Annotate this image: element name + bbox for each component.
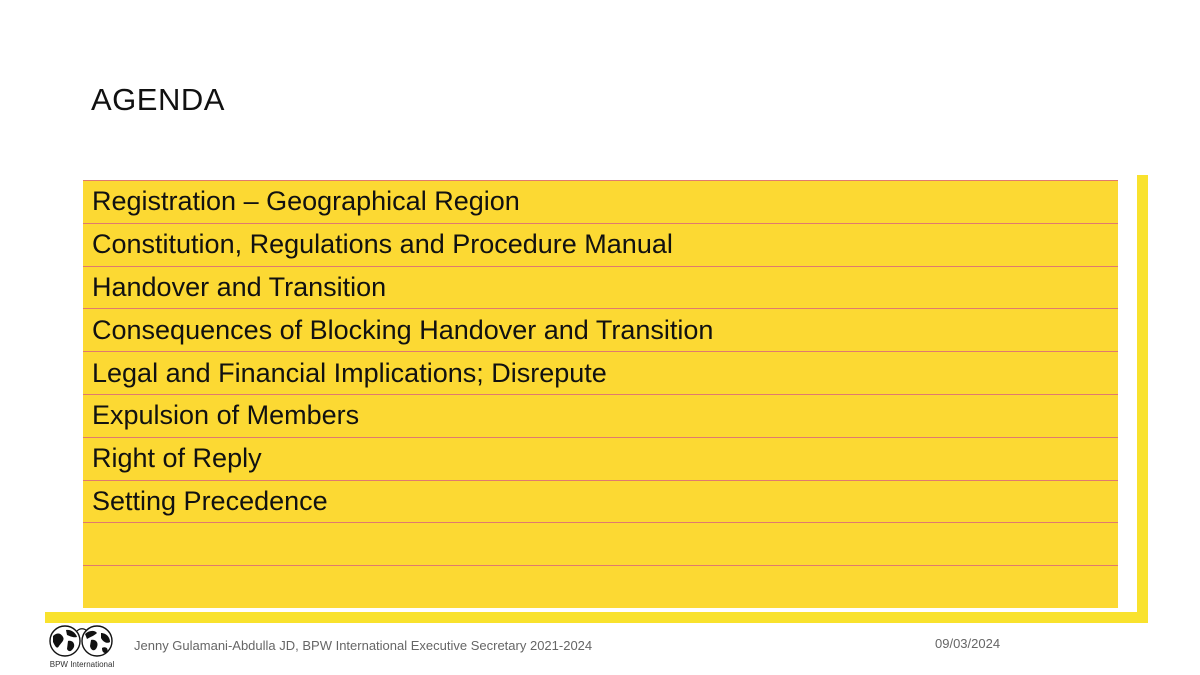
bpw-logo: BPW International bbox=[47, 624, 117, 670]
bpw-globe-logo-icon bbox=[49, 625, 113, 657]
agenda-row: Constitution, Regulations and Procedure … bbox=[83, 222, 1118, 266]
agenda-row: Legal and Financial Implications; Disrep… bbox=[83, 351, 1118, 394]
agenda-item-label: Consequences of Blocking Handover and Tr… bbox=[92, 314, 714, 345]
agenda-item-label: Right of Reply bbox=[92, 443, 262, 474]
agenda-item-label: Setting Precedence bbox=[92, 485, 328, 516]
agenda-row: Setting Precedence bbox=[83, 479, 1118, 523]
accent-bar-right bbox=[1137, 175, 1148, 623]
agenda-item-label: Legal and Financial Implications; Disrep… bbox=[92, 357, 607, 388]
agenda-row: Expulsion of Members bbox=[83, 393, 1118, 437]
agenda-row: Registration – Geographical Region bbox=[83, 180, 1118, 223]
agenda-row: Consequences of Blocking Handover and Tr… bbox=[83, 308, 1118, 351]
agenda-row: Handover and Transition bbox=[83, 265, 1118, 309]
agenda-item-label: Constitution, Regulations and Procedure … bbox=[92, 229, 673, 260]
logo-caption: BPW International bbox=[49, 660, 115, 669]
agenda-item-label: Registration – Geographical Region bbox=[92, 186, 520, 217]
agenda-item-label: Expulsion of Members bbox=[92, 400, 360, 431]
agenda-table: Registration – Geographical Region Const… bbox=[83, 180, 1118, 608]
footer-date: 09/03/2024 bbox=[935, 636, 1001, 651]
footer-author: Jenny Gulamani-Abdulla JD, BPW Internati… bbox=[134, 638, 593, 653]
agenda-row-empty bbox=[83, 565, 1118, 608]
agenda-row-empty bbox=[83, 522, 1118, 565]
accent-bar-bottom bbox=[45, 612, 1148, 623]
slide-title: AGENDA bbox=[91, 82, 225, 117]
agenda-row: Right of Reply bbox=[83, 436, 1118, 480]
agenda-item-label: Handover and Transition bbox=[92, 271, 387, 302]
